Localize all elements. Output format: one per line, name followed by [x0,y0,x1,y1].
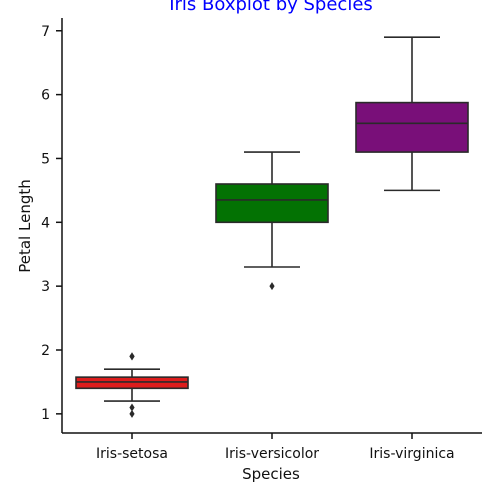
y-axis-label: Petal Length [16,179,34,273]
box-series [75,36,469,418]
y-tick-label: 5 [41,151,50,167]
y-tick-label: 1 [41,407,50,423]
y-tick-label: 3 [41,279,50,295]
y-tick-label: 4 [41,215,50,231]
x-tick-label: Iris-versicolor [225,446,319,462]
box-iris-setosa [75,352,189,418]
outlier-point [129,352,135,361]
y-tick-label: 2 [41,343,50,359]
iqr-box [355,101,469,153]
x-axis-ticks: Iris-setosa Iris-versicolor Iris-virginica [96,433,455,462]
iqr-box [215,183,329,224]
outlier-point [129,403,135,412]
y-tick-label: 6 [41,88,50,104]
box-iris-virginica [355,36,469,192]
y-tick-label: 7 [41,24,50,40]
box-iris-versicolor [215,151,329,291]
outlier-point [129,409,135,418]
x-axis-label: Species [242,465,300,483]
chart-title: Iris Boxplot by Species [169,0,373,15]
x-tick-label: Iris-virginica [369,446,454,462]
outlier-point [269,282,275,291]
x-tick-label: Iris-setosa [96,446,168,462]
y-axis-ticks: 1 2 3 4 5 6 7 [41,24,62,423]
